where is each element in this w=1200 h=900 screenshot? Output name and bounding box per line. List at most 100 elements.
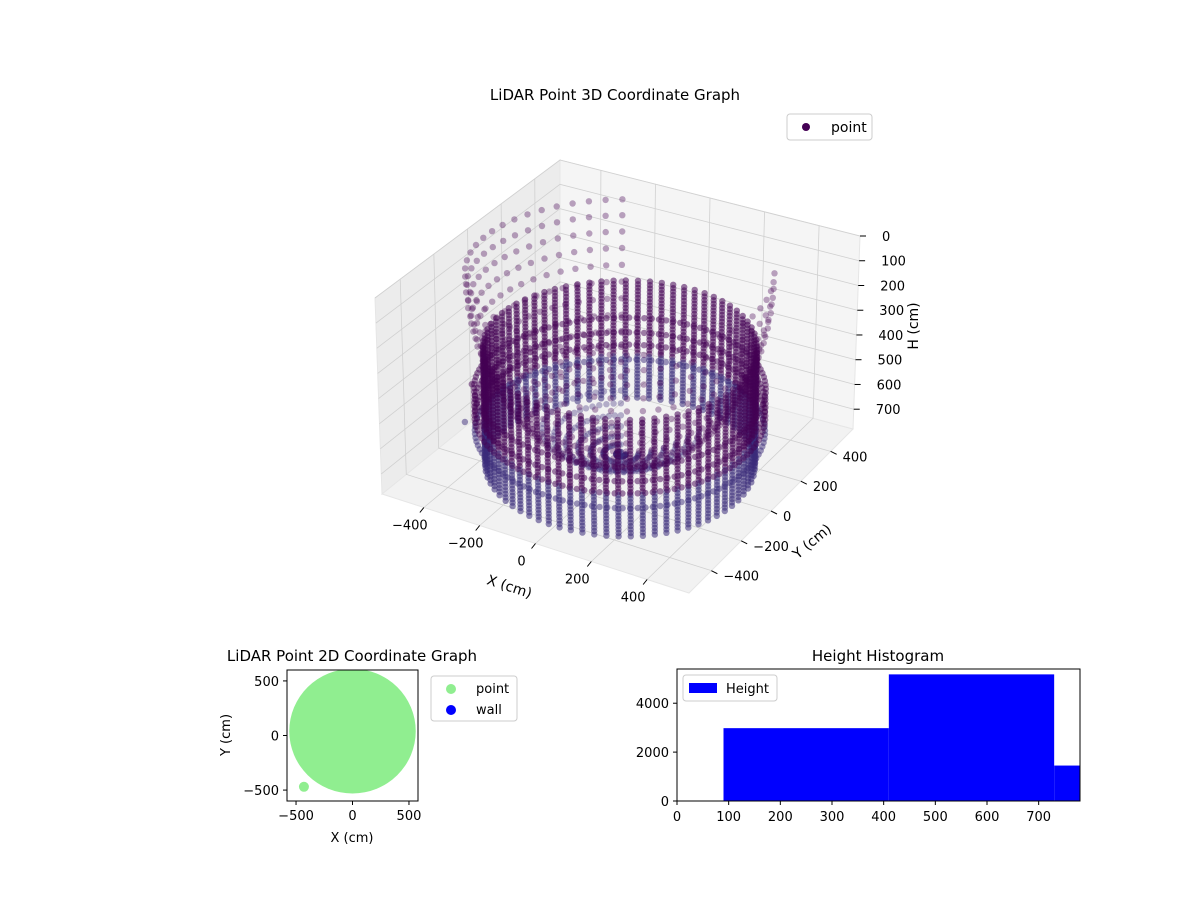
y-tick-3d	[800, 480, 808, 485]
point-3d	[728, 391, 735, 399]
point-3d	[656, 461, 664, 468]
point-3d	[689, 403, 697, 410]
point-3d	[622, 452, 629, 459]
point-3d	[735, 458, 743, 465]
histogram-bar	[888, 674, 1055, 801]
point-3d	[657, 475, 664, 483]
point-3d	[572, 265, 579, 272]
point-3d	[721, 455, 728, 463]
point-3d	[474, 343, 481, 350]
point-3d	[653, 418, 661, 425]
point-3d	[691, 480, 699, 487]
point-3d	[553, 219, 561, 226]
point-3d	[603, 489, 611, 496]
point-3d	[743, 377, 750, 384]
point-3d	[589, 296, 596, 304]
point-3d	[657, 396, 664, 403]
point-3d	[573, 500, 581, 507]
y-tick-label-3d: 400	[843, 450, 868, 465]
x-tick-label-2d: 0	[348, 809, 356, 824]
points-3d	[461, 196, 778, 540]
x-tick-label-3d: 400	[621, 591, 646, 606]
point-3d	[465, 304, 472, 312]
point-3d	[497, 292, 504, 299]
xlabel-3d: X (cm)	[485, 572, 534, 602]
point-3d	[545, 466, 552, 473]
point-3d	[490, 366, 497, 373]
point-3d	[649, 476, 656, 484]
point-3d	[509, 462, 516, 469]
point-3d	[541, 376, 548, 383]
point-3d	[671, 473, 678, 480]
point-3d	[608, 430, 616, 437]
point-3d	[604, 295, 611, 302]
point-3d	[710, 446, 717, 454]
point-3d	[634, 490, 641, 497]
legend-2d-point-label: point	[476, 682, 509, 697]
point-3d	[710, 461, 717, 468]
point-3d	[506, 366, 513, 373]
point-3d	[549, 435, 556, 442]
point-3d	[704, 517, 712, 524]
grid-line-h	[378, 256, 857, 399]
point-3d	[581, 474, 588, 482]
point-3d	[761, 331, 768, 338]
point-3d	[464, 296, 472, 304]
legend-3d-label: point	[831, 120, 867, 136]
point-3d	[695, 521, 702, 528]
point-3d	[573, 347, 580, 354]
point-3d	[710, 391, 718, 398]
y-tick-3d	[711, 570, 718, 575]
point-3d	[598, 395, 605, 402]
point-3d	[771, 270, 778, 277]
point-3d	[541, 255, 548, 262]
z-tick-label-3d: 100	[881, 255, 906, 270]
point-3d	[488, 342, 495, 350]
point-3d	[747, 343, 754, 350]
point-3d	[640, 356, 648, 364]
point-3d	[735, 497, 742, 504]
point-3d	[526, 471, 533, 478]
point-3d	[589, 365, 597, 372]
point-3d	[541, 354, 549, 361]
x-tick-label-hist: 200	[768, 810, 793, 825]
point-3d	[493, 276, 501, 283]
point-3d	[569, 200, 576, 207]
point-3d	[620, 452, 628, 460]
x-tick-label-3d: 200	[565, 573, 590, 588]
point-3d	[491, 259, 498, 267]
point-3d	[574, 398, 581, 405]
point-3d	[684, 400, 691, 407]
point-3d	[528, 364, 536, 371]
point-3d	[509, 502, 516, 510]
point-3d	[467, 290, 475, 297]
point-3d	[560, 439, 567, 446]
point-3d	[748, 364, 755, 371]
point-3d	[520, 456, 527, 463]
legend-2d-wall-label: wall	[476, 703, 502, 718]
point-3d	[700, 383, 707, 390]
point-3d	[520, 483, 527, 490]
point-3d	[622, 394, 629, 401]
point-3d	[607, 457, 614, 465]
point-3d	[592, 329, 599, 336]
point-3d	[544, 451, 552, 458]
point-3d	[494, 425, 501, 432]
point-3d	[482, 305, 489, 312]
point-3d	[509, 477, 516, 484]
point-3d	[609, 458, 616, 465]
point-3d	[642, 477, 649, 484]
point-3d	[655, 406, 662, 413]
histogram-bar	[1054, 765, 1080, 801]
point-3d	[465, 297, 472, 304]
plot-histogram: Height Histogram 0 100 200 300 400 500 600 7000…	[636, 647, 1081, 825]
point-3d	[640, 381, 647, 388]
point-3d	[639, 532, 647, 539]
point-3d	[608, 442, 615, 449]
point-3d	[600, 388, 608, 395]
point-3d	[716, 349, 723, 356]
point-3d	[520, 468, 527, 475]
point-3d	[575, 298, 582, 306]
point-3d	[479, 344, 486, 351]
